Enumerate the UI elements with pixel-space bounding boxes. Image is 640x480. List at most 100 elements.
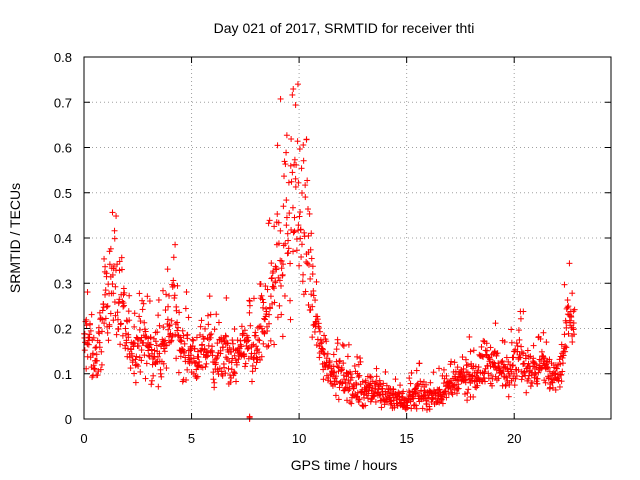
- data-point: [294, 81, 301, 88]
- data-point: [235, 356, 242, 363]
- data-point: [141, 319, 148, 326]
- data-point: [319, 345, 326, 352]
- data-point: [450, 383, 457, 390]
- data-point: [169, 332, 176, 339]
- data-point: [195, 353, 202, 360]
- data-point: [275, 219, 282, 226]
- y-tick-label: 0.2: [54, 322, 72, 337]
- data-point: [557, 360, 564, 367]
- data-point: [510, 354, 517, 361]
- data-point: [271, 223, 278, 230]
- data-point: [136, 326, 143, 333]
- data-point: [238, 343, 245, 350]
- data-point: [135, 343, 142, 350]
- data-point: [314, 313, 321, 320]
- data-point: [351, 362, 358, 369]
- data-point: [304, 206, 311, 213]
- data-point: [288, 136, 295, 143]
- data-point: [465, 386, 472, 393]
- data-point: [102, 263, 109, 270]
- data-point: [275, 240, 282, 247]
- data-point: [339, 341, 346, 348]
- data-point: [540, 329, 547, 336]
- data-point: [514, 348, 521, 355]
- data-point: [562, 343, 569, 350]
- data-point: [308, 291, 315, 298]
- data-point: [380, 380, 387, 387]
- data-point: [494, 350, 501, 357]
- data-point: [285, 179, 292, 186]
- data-point: [343, 397, 350, 404]
- data-point: [332, 392, 339, 399]
- data-point: [106, 261, 113, 268]
- data-point: [225, 365, 232, 372]
- data-point: [85, 337, 92, 344]
- data-point: [282, 161, 289, 168]
- data-point: [271, 299, 278, 306]
- data-point: [400, 388, 407, 395]
- data-point: [160, 360, 167, 367]
- data-point: [258, 353, 265, 360]
- data-point: [509, 362, 516, 369]
- data-point: [571, 306, 578, 313]
- data-point: [438, 396, 445, 403]
- y-tick-label: 0.3: [54, 276, 72, 291]
- data-point: [274, 142, 281, 149]
- data-point: [117, 341, 124, 348]
- data-point: [406, 375, 413, 382]
- data-point: [81, 347, 88, 354]
- data-point: [287, 162, 294, 169]
- data-point: [420, 392, 427, 399]
- data-point: [137, 318, 144, 325]
- data-point: [183, 376, 190, 383]
- data-point: [292, 175, 299, 182]
- y-axis-label: SRMTID / TECUs: [7, 183, 23, 293]
- data-point: [233, 361, 240, 368]
- data-point: [518, 349, 525, 356]
- data-point: [205, 321, 212, 328]
- data-point: [316, 328, 323, 335]
- data-point: [353, 381, 360, 388]
- data-point: [307, 246, 314, 253]
- data-point: [418, 387, 425, 394]
- data-point: [308, 230, 315, 237]
- data-point: [257, 356, 264, 363]
- data-point: [231, 369, 238, 376]
- data-point: [118, 266, 125, 273]
- data-point: [492, 320, 499, 327]
- data-point: [390, 394, 397, 401]
- data-point: [312, 297, 319, 304]
- data-point: [272, 278, 279, 285]
- data-point: [443, 372, 450, 379]
- data-point: [105, 337, 112, 344]
- data-point: [293, 247, 300, 254]
- data-point: [190, 355, 197, 362]
- data-point: [147, 341, 154, 348]
- data-point: [118, 254, 125, 261]
- data-point: [334, 363, 341, 370]
- data-point: [241, 353, 248, 360]
- data-point: [292, 102, 299, 109]
- data-point: [197, 323, 204, 330]
- data-point: [113, 213, 120, 220]
- data-point: [478, 343, 485, 350]
- y-tick-label: 0: [65, 412, 72, 427]
- data-point: [148, 377, 155, 384]
- data-point: [206, 332, 213, 339]
- data-point: [394, 402, 401, 409]
- data-point: [142, 328, 149, 335]
- data-point: [245, 337, 252, 344]
- data-point: [522, 355, 529, 362]
- data-point: [253, 343, 260, 350]
- data-point: [136, 290, 143, 297]
- data-point: [90, 334, 97, 341]
- data-point: [495, 375, 502, 382]
- data-point: [126, 317, 133, 324]
- data-point: [202, 363, 209, 370]
- data-point: [155, 296, 162, 303]
- data-point: [354, 393, 361, 400]
- data-point: [98, 348, 105, 355]
- data-point: [430, 394, 437, 401]
- data-point: [300, 157, 307, 164]
- data-point: [291, 228, 298, 235]
